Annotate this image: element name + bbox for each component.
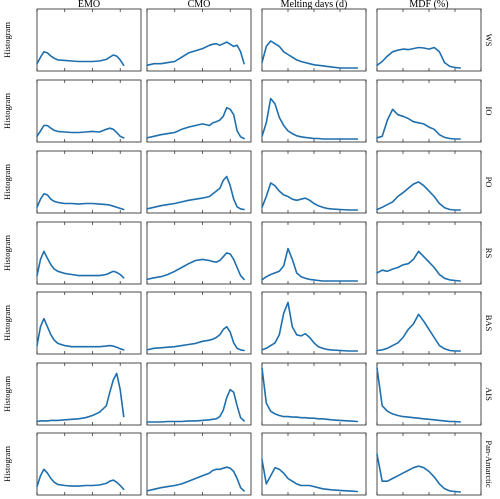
panel-frame bbox=[376, 221, 482, 285]
region-label: AIS bbox=[484, 387, 494, 401]
panel-frame bbox=[146, 79, 252, 143]
histogram-line bbox=[146, 106, 245, 140]
histogram-line bbox=[376, 367, 462, 423]
histogram-line bbox=[146, 388, 245, 423]
y-axis-label: Histogram bbox=[2, 22, 12, 58]
histogram-line bbox=[36, 317, 125, 351]
panel-frame bbox=[376, 291, 482, 355]
panel-frame bbox=[261, 8, 367, 72]
panel bbox=[36, 150, 142, 214]
panel-frame bbox=[376, 362, 482, 426]
panel bbox=[261, 79, 367, 143]
panel bbox=[376, 8, 482, 72]
panel bbox=[36, 362, 142, 426]
column-title: Melting days (d) bbox=[281, 0, 348, 10]
histogram-line bbox=[146, 175, 245, 211]
panel-frame bbox=[36, 291, 142, 355]
panel-frame bbox=[261, 221, 367, 285]
histogram-line bbox=[36, 372, 125, 423]
panel-frame bbox=[36, 150, 142, 214]
panel-frame bbox=[36, 221, 142, 285]
panel bbox=[36, 79, 142, 143]
panel bbox=[261, 362, 367, 426]
panel bbox=[36, 221, 142, 285]
region-label: WS bbox=[484, 34, 494, 47]
region-label: Pan-Antarctic bbox=[484, 440, 494, 487]
panel: JulSepNovJanCMO bbox=[142, 432, 252, 499]
histogram-line bbox=[36, 193, 125, 211]
panel-frame bbox=[146, 362, 252, 426]
histogram-line bbox=[146, 41, 245, 67]
histogram-line bbox=[146, 325, 245, 352]
region-label: RS bbox=[484, 248, 494, 259]
histogram-line bbox=[261, 301, 359, 352]
panel: 010203040MDF (%) bbox=[375, 432, 485, 499]
panel-frame bbox=[376, 432, 482, 496]
histogram-line bbox=[376, 313, 462, 352]
panel bbox=[261, 8, 367, 72]
histogram-line bbox=[376, 453, 462, 493]
histogram-line bbox=[261, 247, 359, 282]
panel-frame bbox=[261, 291, 367, 355]
panel: JulSepNovJanEMO bbox=[32, 432, 142, 499]
panel bbox=[146, 150, 252, 214]
panel-frame bbox=[376, 150, 482, 214]
y-axis-label: Histogram bbox=[2, 305, 12, 341]
column-title: CMO bbox=[188, 0, 211, 10]
column-title: MDF (%) bbox=[409, 0, 448, 10]
histogram-line bbox=[261, 458, 359, 493]
histogram-line bbox=[376, 46, 462, 69]
histogram-line bbox=[36, 124, 125, 139]
y-axis-label: Histogram bbox=[2, 164, 12, 200]
column-title: EMO bbox=[78, 0, 100, 10]
panel bbox=[376, 79, 482, 143]
panel bbox=[146, 8, 252, 72]
panel-frame bbox=[146, 432, 252, 496]
panel-frame bbox=[261, 432, 367, 496]
panel-frame bbox=[146, 8, 252, 72]
panel-frame bbox=[36, 432, 142, 496]
panel bbox=[376, 221, 482, 285]
panel-frame bbox=[261, 79, 367, 143]
panel bbox=[261, 291, 367, 355]
region-label: IO bbox=[484, 107, 494, 116]
panel bbox=[376, 362, 482, 426]
region-label: BAS bbox=[484, 315, 494, 332]
histogram-line bbox=[261, 40, 359, 69]
panel-frame bbox=[376, 8, 482, 72]
panel: 0306090120Melting days (d) bbox=[260, 432, 372, 499]
panel-frame bbox=[36, 362, 142, 426]
panel bbox=[146, 79, 252, 143]
panel bbox=[36, 8, 142, 72]
histogram-line bbox=[261, 367, 359, 423]
panel-frame bbox=[146, 150, 252, 214]
histogram-line bbox=[376, 181, 462, 211]
y-axis-label: Histogram bbox=[2, 446, 12, 482]
region-label: PO bbox=[484, 177, 494, 188]
histogram-line bbox=[36, 250, 125, 279]
y-axis-label: Histogram bbox=[2, 93, 12, 129]
histogram-line bbox=[261, 182, 359, 211]
histogram-line bbox=[36, 50, 125, 67]
panel-frame bbox=[36, 8, 142, 72]
panel bbox=[376, 291, 482, 355]
panel bbox=[261, 150, 367, 214]
histogram-line bbox=[36, 468, 125, 491]
panel bbox=[146, 291, 252, 355]
histogram-line bbox=[146, 252, 245, 281]
panel bbox=[146, 221, 252, 285]
histogram-line bbox=[146, 466, 245, 492]
histogram-line bbox=[376, 250, 462, 282]
histogram-line bbox=[376, 108, 462, 140]
panel bbox=[261, 221, 367, 285]
panel bbox=[376, 150, 482, 214]
panel-frame bbox=[36, 79, 142, 143]
panel-frame bbox=[146, 221, 252, 285]
y-axis-label: Histogram bbox=[2, 235, 12, 271]
panel bbox=[36, 291, 142, 355]
panel bbox=[146, 362, 252, 426]
y-axis-label: Histogram bbox=[2, 376, 12, 412]
histogram-line bbox=[261, 97, 359, 140]
